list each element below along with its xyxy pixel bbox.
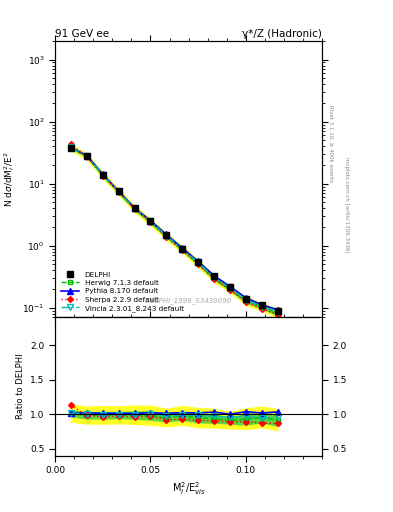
Y-axis label: Ratio to DELPHI: Ratio to DELPHI [16,354,25,419]
Text: DELPHI_1996_S3430090: DELPHI_1996_S3430090 [145,297,232,304]
X-axis label: M$_l^2$/E$^2_{vis}$: M$_l^2$/E$^2_{vis}$ [172,481,206,498]
Y-axis label: N d$\sigma$/dM$_l^2$/E$^2$: N d$\sigma$/dM$_l^2$/E$^2$ [2,151,17,207]
Text: Rivet 3.1.10, ≥ 400k events: Rivet 3.1.10, ≥ 400k events [328,105,333,182]
Legend: DELPHI, Herwig 7.1.3 default, Pythia 8.170 default, Sherpa 2.2.9 default, Vincia: DELPHI, Herwig 7.1.3 default, Pythia 8.1… [59,269,186,314]
Text: mcplots.cern.ch [arXiv:1306.3436]: mcplots.cern.ch [arXiv:1306.3436] [344,157,349,252]
Text: 91 GeV ee: 91 GeV ee [55,29,109,39]
Text: γ*/Z (Hadronic): γ*/Z (Hadronic) [242,29,322,39]
